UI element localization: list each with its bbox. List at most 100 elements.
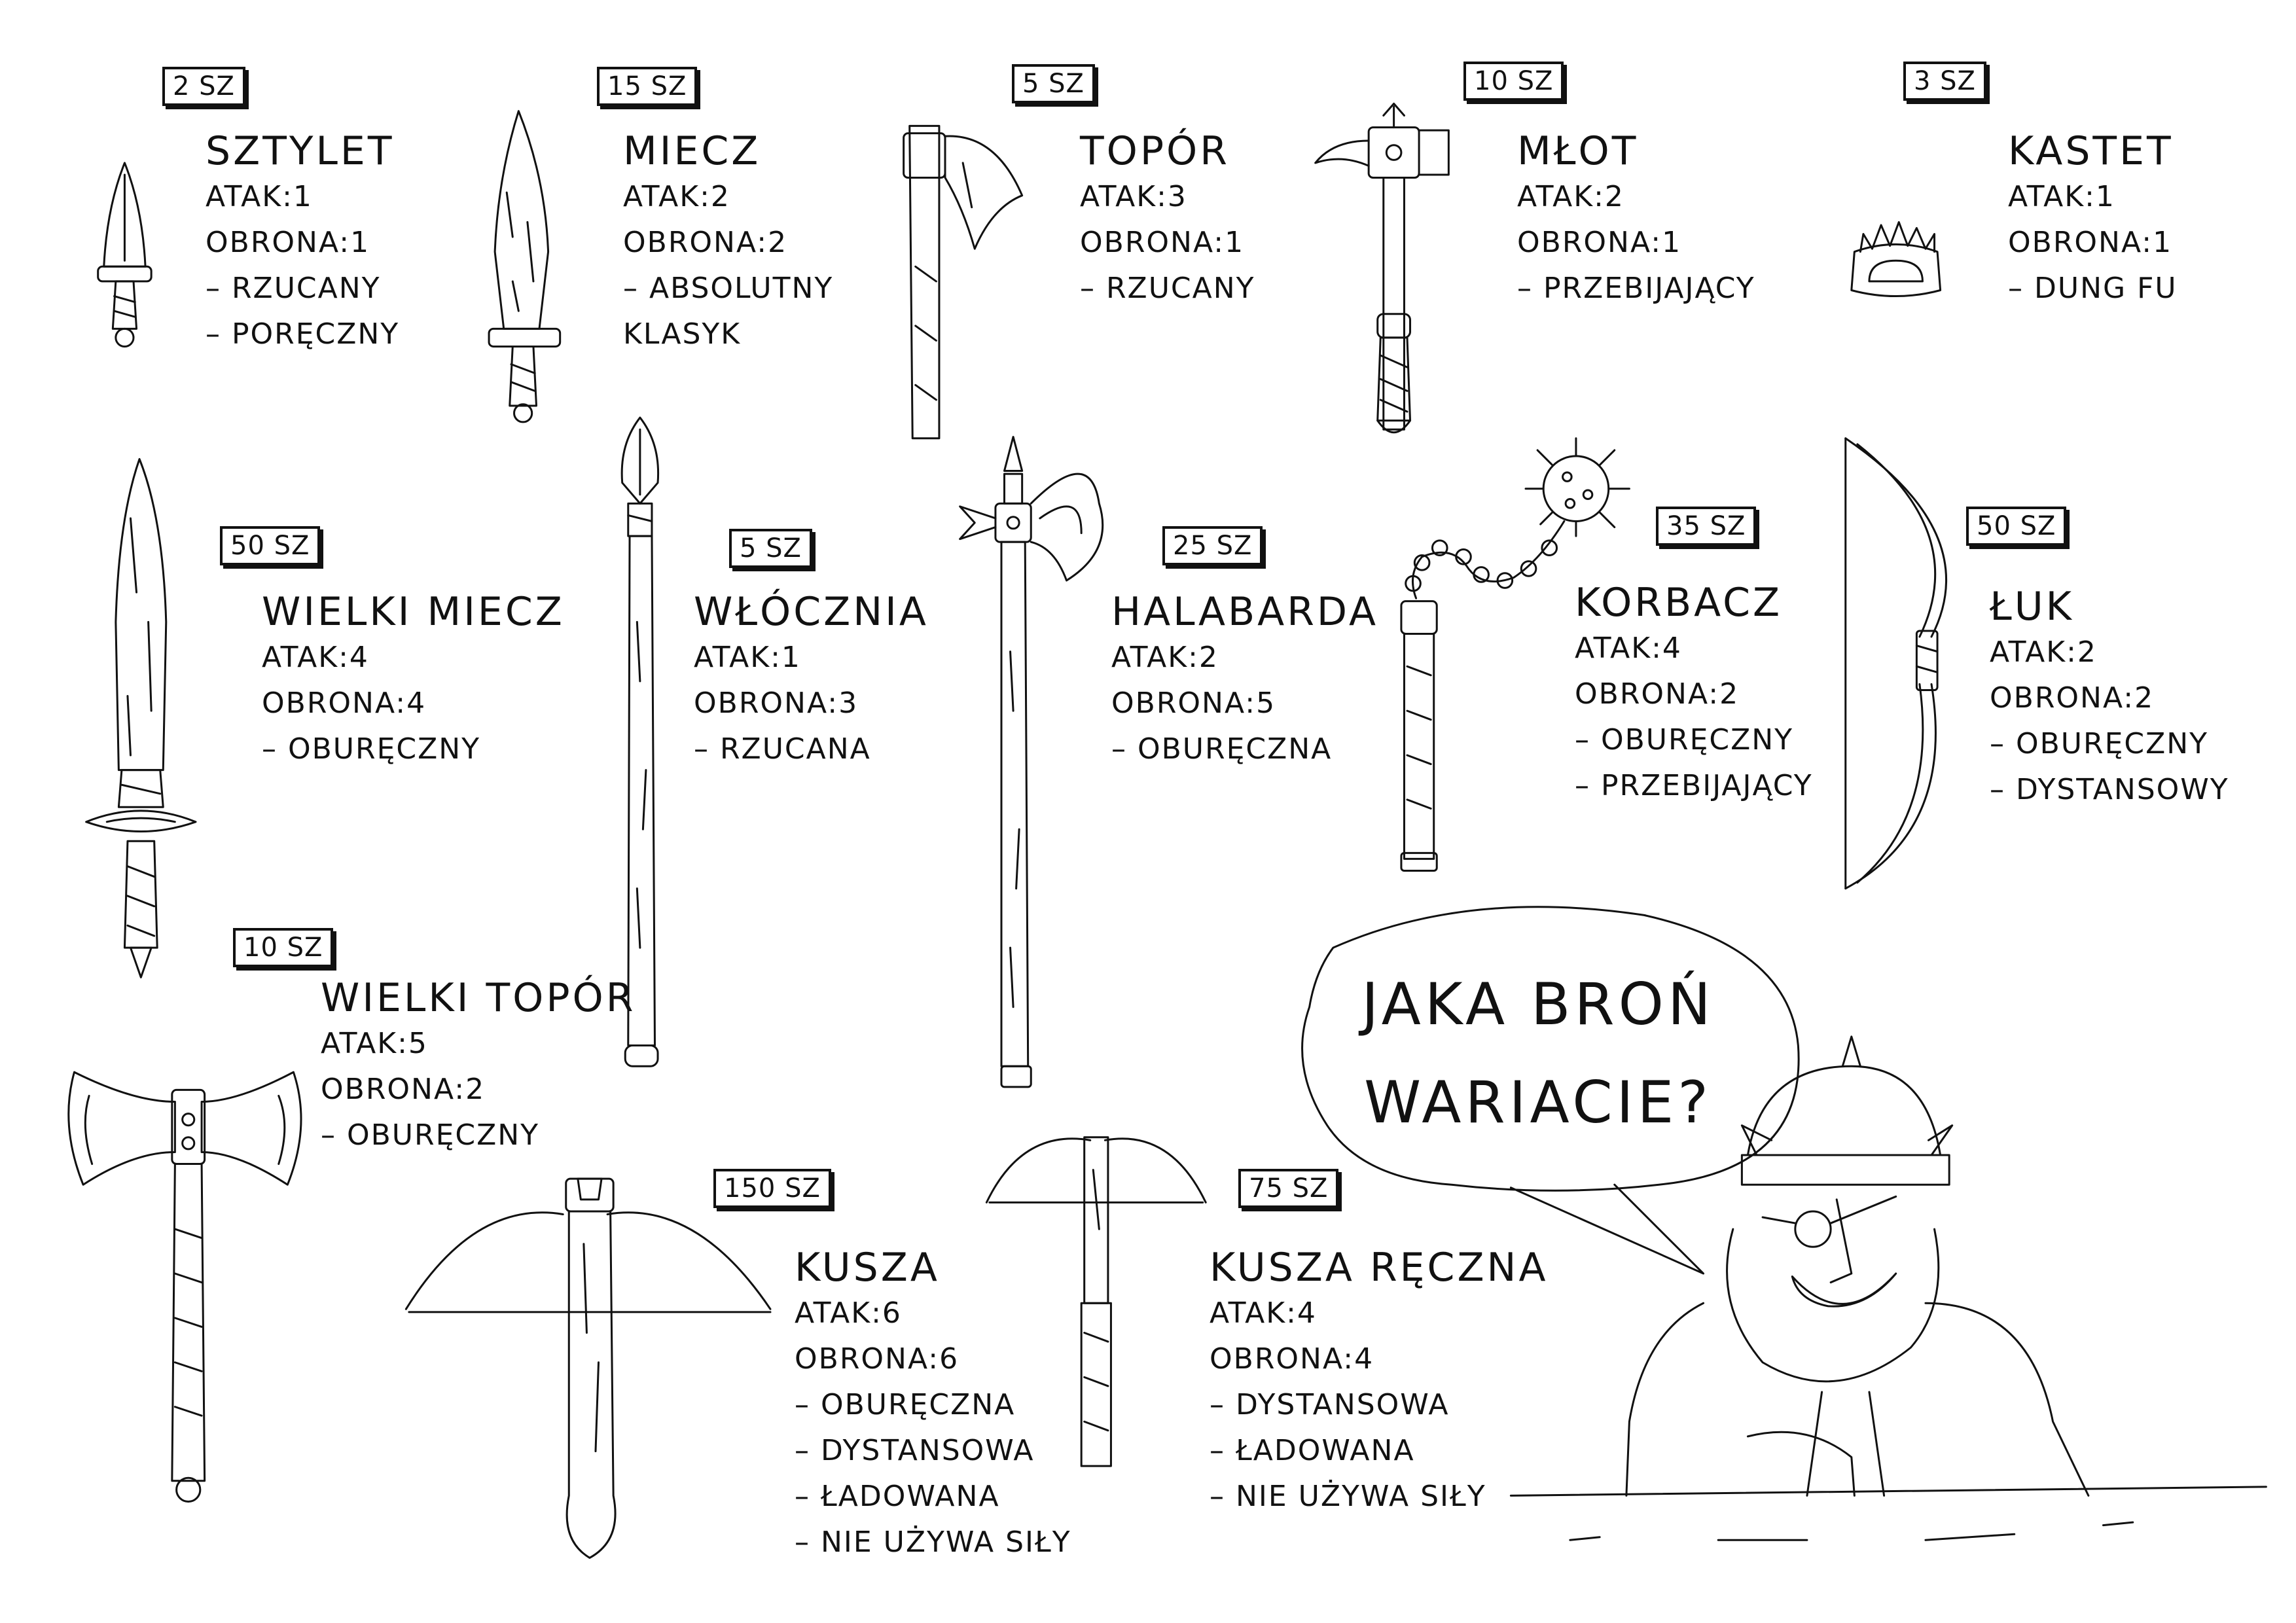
weapon-sztylet: SZTYLET ATAK:1 OBRONA:1 – RZUCANY – PORĘ… <box>206 128 399 357</box>
weapon-trait: – RZUCANY <box>206 272 381 305</box>
weapon-halabarda: HALABARDA ATAK:2 OBRONA:5 – OBURĘCZNA <box>1111 589 1378 772</box>
speech-line-1: JAKA BROŃ <box>1361 971 1715 1038</box>
weapon-name: ŁUK <box>1990 584 2074 630</box>
crossbow-icon <box>406 1179 770 1558</box>
weapon-trait: – DYSTANSOWY <box>1990 773 2229 806</box>
weapon-topor: TOPÓR ATAK:3 OBRONA:1 – RZUCANY <box>1080 128 1255 312</box>
weapon-trait: – ŁADOWANA <box>1210 1434 1415 1467</box>
weapon-trait: – ABSOLUTNY <box>623 272 834 305</box>
price-tag-miecz: 15 SZ <box>597 67 698 106</box>
weapon-miecz: MIECZ ATAK:2 OBRONA:2 – ABSOLUTNY KLASYK <box>623 128 833 357</box>
weapon-name: WIELKI MIECZ <box>262 589 565 635</box>
weapon-defense: OBRONA:2 <box>1990 681 2155 715</box>
weapon-korbacz: KORBACZ ATAK:4 OBRONA:2 – OBURĘCZNY – PR… <box>1575 580 1813 809</box>
weapon-trait: – PRZEBIJAJĄCY <box>1517 272 1755 305</box>
weapon-name: KASTET <box>2008 128 2174 174</box>
weapon-trait: – DYSTANSOWA <box>795 1434 1035 1467</box>
flail-icon <box>1401 438 1629 871</box>
price-tag-kusza: 150 SZ <box>713 1169 831 1208</box>
weapon-trait: KLASYK <box>623 317 742 351</box>
weapon-trait: – RZUCANA <box>694 732 871 766</box>
weapon-name: HALABARDA <box>1111 589 1379 635</box>
greataxe-icon <box>69 1072 301 1501</box>
weapon-defense: OBRONA:2 <box>321 1073 486 1106</box>
price-tag-wielki-topor: 10 SZ <box>233 928 334 967</box>
halberd-icon <box>960 437 1103 1087</box>
spear-icon <box>622 418 658 1066</box>
weapon-name: MŁOT <box>1517 128 1639 174</box>
weapon-name: SZTYLET <box>206 128 395 174</box>
weapon-attack: ATAK:4 <box>1575 632 1682 665</box>
speech-bubble-text: JAKA BROŃ WARIACIE? <box>1302 955 1774 1152</box>
greatsword-icon <box>86 459 196 977</box>
price-tag-topor: 5 SZ <box>1012 64 1095 103</box>
weapon-kusza: KUSZA ATAK:6 OBRONA:6 – OBURĘCZNA – DYST… <box>795 1245 1071 1565</box>
weapon-name: TOPÓR <box>1080 128 1230 174</box>
bow-icon <box>1846 438 1946 889</box>
weapon-wlocznia: WŁÓCZNIA ATAK:1 OBRONA:3 – RZUCANA <box>694 589 929 772</box>
weapon-trait: – RZUCANY <box>1080 272 1255 305</box>
weapon-attack: ATAK:2 <box>1990 635 2097 669</box>
weapon-name: KUSZA <box>795 1245 940 1291</box>
weapon-name: WŁÓCZNIA <box>694 589 929 635</box>
hammer-icon <box>1316 103 1449 432</box>
hand-crossbow-icon <box>986 1137 1206 1466</box>
weapon-wielki-miecz: WIELKI MIECZ ATAK:4 OBRONA:4 – OBURĘCZNY <box>262 589 565 772</box>
weapon-trait: – OBURĘCZNY <box>321 1118 540 1152</box>
price-tag-wielki-miecz: 50 SZ <box>220 526 321 565</box>
weapon-defense: OBRONA:4 <box>262 687 427 720</box>
price-tag-wlocznia: 5 SZ <box>729 529 812 568</box>
weapon-trait: – OBURĘCZNA <box>795 1388 1016 1421</box>
weapon-attack: ATAK:1 <box>206 180 313 213</box>
price-tag-luk: 50 SZ <box>1966 507 2067 546</box>
weapon-defense: OBRONA:1 <box>206 226 370 259</box>
weapon-trait: – DYSTANSOWA <box>1210 1388 1450 1421</box>
weapon-name: MIECZ <box>623 128 761 174</box>
weapon-trait: – OBURĘCZNA <box>1111 732 1333 766</box>
speech-bubble <box>1302 907 1799 1274</box>
weapon-defense: OBRONA:2 <box>1575 677 1740 711</box>
weapon-attack: ATAK:4 <box>1210 1296 1317 1330</box>
weapon-attack: ATAK:5 <box>321 1027 428 1060</box>
weapon-trait: – OBURĘCZNY <box>262 732 481 766</box>
weapon-kastet: KASTET ATAK:1 OBRONA:1 – DUNG FU <box>2008 128 2178 312</box>
price-tag-halabarda: 25 SZ <box>1162 526 1263 565</box>
weapon-mlot: MŁOT ATAK:2 OBRONA:1 – PRZEBIJAJĄCY <box>1517 128 1755 312</box>
weapon-name: KORBACZ <box>1575 580 1783 626</box>
weapon-defense: OBRONA:2 <box>623 226 788 259</box>
weapon-trait: – DUNG FU <box>2008 272 2178 305</box>
sword-icon <box>489 111 560 422</box>
price-tag-korbacz: 35 SZ <box>1656 507 1757 546</box>
weapon-defense: OBRONA:1 <box>1080 226 1245 259</box>
weapon-attack: ATAK:1 <box>694 641 801 674</box>
weapon-defense: OBRONA:1 <box>2008 226 2173 259</box>
axe-icon <box>904 126 1022 438</box>
speech-line-2: WARIACIE? <box>1364 1069 1712 1136</box>
price-tag-kusza-reczna: 75 SZ <box>1238 1169 1339 1208</box>
weapon-attack: ATAK:1 <box>2008 180 2115 213</box>
weapon-defense: OBRONA:4 <box>1210 1342 1374 1376</box>
weapon-trait: – PRZEBIJAJĄCY <box>1575 769 1813 802</box>
price-tag-kastet: 3 SZ <box>1903 62 1986 101</box>
weapon-attack: ATAK:3 <box>1080 180 1187 213</box>
weapon-name: KUSZA RĘCZNA <box>1210 1245 1549 1291</box>
weapon-attack: ATAK:2 <box>1111 641 1219 674</box>
dagger-icon <box>98 163 151 347</box>
price-tag-mlot: 10 SZ <box>1463 62 1564 101</box>
weapon-name: WIELKI TOPÓR <box>321 975 636 1021</box>
weapon-trait: – NIE UŻYWA SIŁY <box>1210 1480 1486 1513</box>
weapon-defense: OBRONA:3 <box>694 687 859 720</box>
weapon-trait: – ŁADOWANA <box>795 1480 1000 1513</box>
weapon-attack: ATAK:2 <box>623 180 730 213</box>
weapon-attack: ATAK:2 <box>1517 180 1624 213</box>
dwarf-merchant-icon <box>1511 1037 2266 1540</box>
weapon-defense: OBRONA:5 <box>1111 687 1276 720</box>
price-tag-sztylet: 2 SZ <box>162 67 245 106</box>
weapon-luk: ŁUK ATAK:2 OBRONA:2 – OBURĘCZNY – DYSTAN… <box>1990 584 2229 813</box>
weapon-trait: – OBURĘCZNY <box>1575 723 1794 757</box>
weapon-attack: ATAK:6 <box>795 1296 902 1330</box>
weapon-wielki-topor: WIELKI TOPÓR ATAK:5 OBRONA:2 – OBURĘCZNY <box>321 975 636 1158</box>
weapon-attack: ATAK:4 <box>262 641 369 674</box>
weapon-trait: – PORĘCZNY <box>206 317 400 351</box>
